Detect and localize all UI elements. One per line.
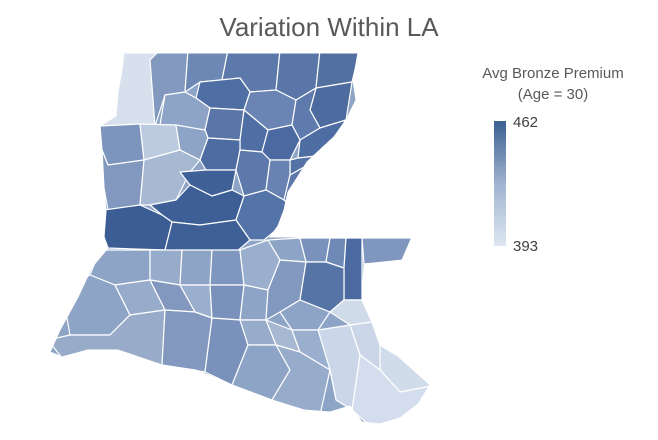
parish-west-baton-rouge[interactable] — [239, 284, 269, 321]
parish-jeff-davis[interactable] — [149, 249, 183, 286]
parish-washington[interactable] — [361, 237, 413, 265]
parish-desoto[interactable] — [99, 123, 145, 166]
parish-west-feliciana[interactable] — [299, 237, 331, 263]
parish-iberville[interactable] — [209, 284, 245, 321]
legend-title-line2: (Age = 30) — [517, 86, 589, 103]
legend-min-label: 393 — [513, 238, 539, 255]
parish-evangeline[interactable] — [209, 249, 245, 286]
chart-title: Variation Within LA — [219, 12, 439, 42]
legend-max-label: 462 — [513, 114, 539, 131]
parish-jackson[interactable] — [204, 107, 245, 141]
parish-beauregard[interactable] — [164, 219, 251, 253]
parish-winn[interactable] — [199, 137, 241, 171]
legend-color-bar — [494, 121, 506, 246]
legend-title: Avg Bronze Premium (Age = 30) — [478, 63, 628, 105]
legend-title-line1: Avg Bronze Premium — [482, 65, 624, 82]
parish-vermilion[interactable] — [161, 309, 213, 373]
parish-st-helena[interactable] — [343, 237, 363, 301]
state-outline — [49, 52, 431, 425]
parish-allen[interactable] — [179, 249, 213, 286]
parish-natchitoches[interactable] — [139, 149, 201, 206]
